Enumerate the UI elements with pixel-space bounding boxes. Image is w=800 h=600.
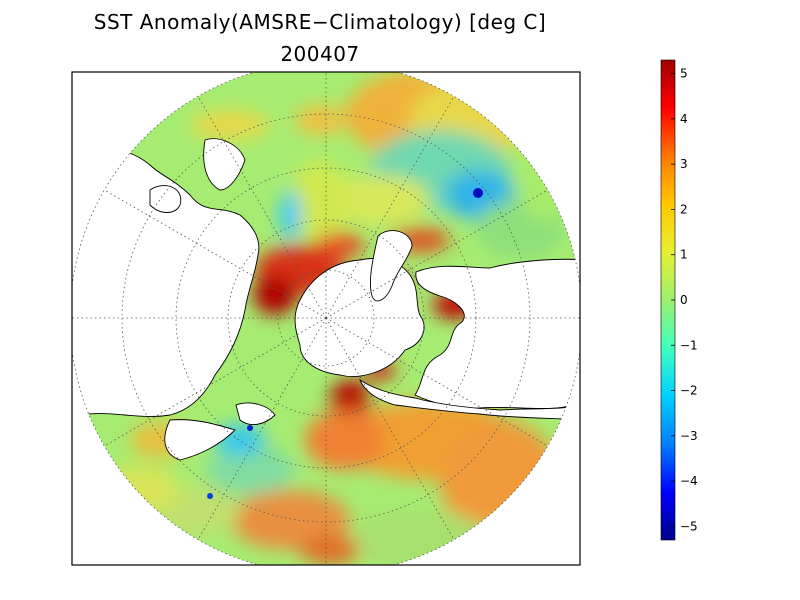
- land-masks: [72, 138, 580, 461]
- sst-anomaly-field: [72, 72, 580, 565]
- colorbar-tick-label: 2: [680, 202, 688, 216]
- colorbar-tick-label: 1: [680, 248, 688, 262]
- map-frame: [71, 71, 581, 566]
- graticule: [72, 72, 580, 565]
- colorbar-tick-label: 0: [680, 293, 688, 307]
- colorbar-tick-label: −5: [680, 519, 698, 533]
- map-title: SST Anomaly(AMSRE−Climatology) [deg C]: [93, 10, 547, 34]
- colorbar: 5 4 3 2 1 0 −1 −2 −3 −4 −5: [660, 59, 698, 541]
- colorbar-tick-label: −3: [680, 429, 698, 443]
- colorbar-tick-label: 3: [680, 157, 688, 171]
- colorbar-tick-label: −4: [680, 474, 698, 488]
- colorbar-tick-label: 5: [680, 67, 688, 81]
- colorbar-tick-label: −2: [680, 384, 698, 398]
- map-subtitle-date: 200407: [280, 42, 360, 66]
- colorbar-tick-label: −1: [680, 338, 698, 352]
- polar-map: [71, 71, 581, 566]
- colorbar-tick-label: 4: [680, 112, 688, 126]
